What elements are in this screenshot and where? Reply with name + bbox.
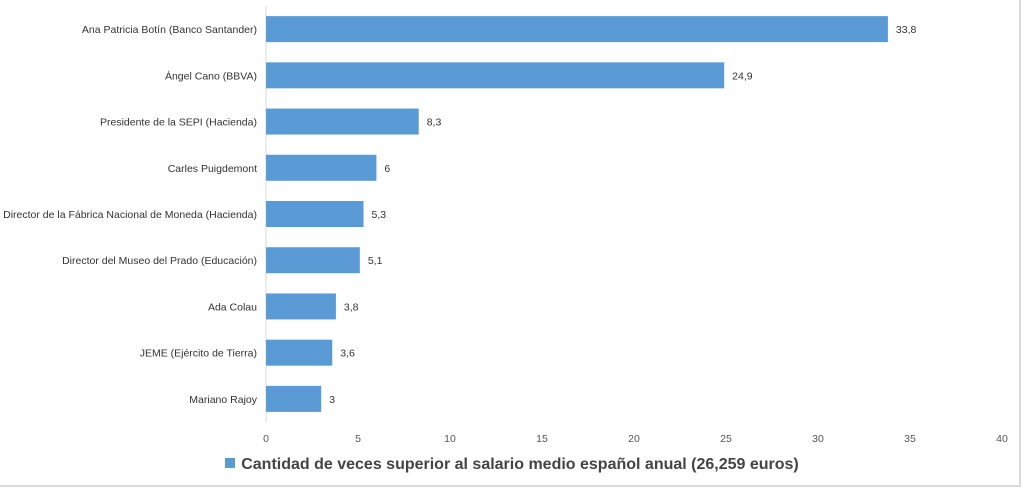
x-tick-label: 0 xyxy=(263,433,269,445)
x-tick-label: 20 xyxy=(628,433,640,445)
bar xyxy=(266,62,725,89)
data-label: 3 xyxy=(329,394,335,406)
category-label: Presidente de la SEPI (Hacienda) xyxy=(100,117,257,129)
category-label: Director de la Fábrica Nacional de Moned… xyxy=(3,209,257,221)
category-label: JEME (Ejército de Tierra) xyxy=(140,348,257,360)
legend: Cantidad de veces superior al salario me… xyxy=(0,456,1024,474)
bar xyxy=(266,339,333,366)
data-label: 8,3 xyxy=(427,117,442,129)
legend-label: Cantidad de veces superior al salario me… xyxy=(241,456,799,473)
x-tick-label: 25 xyxy=(720,433,732,445)
data-label: 3,6 xyxy=(340,348,355,360)
data-label: 3,8 xyxy=(344,301,359,313)
category-label: Ana Patricia Botín (Banco Santander) xyxy=(82,24,257,36)
category-label: Ángel Cano (BBVA) xyxy=(165,69,257,82)
category-label: Mariano Rajoy xyxy=(189,394,257,406)
category-label: Carles Puigdemont xyxy=(168,163,257,175)
bar xyxy=(266,154,377,181)
x-tick-label: 15 xyxy=(536,433,548,445)
bar xyxy=(266,108,419,135)
x-tick-label: 10 xyxy=(444,433,456,445)
bar xyxy=(266,201,364,227)
bar xyxy=(266,16,888,43)
category-label: Ada Colau xyxy=(208,301,257,313)
legend-swatch xyxy=(225,458,236,468)
bar xyxy=(266,385,322,412)
bar xyxy=(266,293,336,320)
category-label: Director del Museo del Prado (Educación) xyxy=(62,255,257,267)
data-label: 6 xyxy=(384,163,390,175)
data-label: 24,9 xyxy=(732,70,753,82)
data-label: 33,8 xyxy=(896,24,917,36)
data-label: 5,1 xyxy=(368,255,383,267)
bar xyxy=(266,247,360,274)
x-tick-label: 5 xyxy=(355,433,361,445)
data-label: 5,3 xyxy=(372,209,387,221)
x-tick-label: 30 xyxy=(812,433,824,445)
x-tick-label: 35 xyxy=(904,433,916,445)
x-tick-label: 40 xyxy=(996,433,1008,445)
